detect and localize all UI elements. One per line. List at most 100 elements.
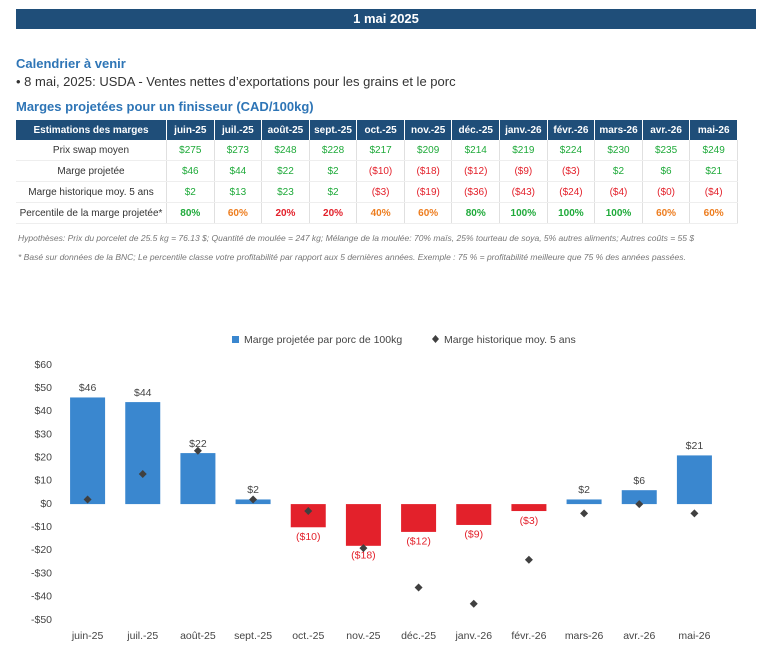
cell: ($43) — [499, 181, 548, 203]
cell: ($24) — [547, 181, 596, 203]
cell: ($9) — [499, 160, 548, 182]
point — [83, 495, 92, 504]
cell: ($4) — [594, 181, 643, 203]
bar — [180, 453, 216, 505]
cell: $219 — [499, 140, 548, 161]
cell: ($12) — [451, 160, 501, 182]
cell: $248 — [261, 140, 310, 161]
column-header: févr.-26 — [547, 120, 596, 140]
x-tick-label: mai-26 — [678, 630, 710, 642]
data-label: ($3) — [520, 515, 539, 527]
legend-label: Marge projetée par porc de 100kg — [244, 334, 402, 346]
chart: -$50 -$40 -$30 -$20 -$10 $0 $10 $20 $30 $40 $50 $60… — [31, 334, 712, 642]
data-label: ($9) — [464, 529, 483, 541]
bar — [511, 504, 547, 512]
legend-swatch — [232, 336, 239, 343]
cell: $22 — [261, 160, 310, 182]
data-label: $6 — [633, 475, 645, 487]
cell: $209 — [404, 140, 453, 161]
point — [580, 509, 589, 518]
cell: 60% — [689, 202, 738, 224]
x-tick-label: juin-25 — [71, 630, 104, 642]
table-row: Percentile de la marge projetée* 80% 60% 20… — [16, 202, 738, 224]
data-label: $44 — [134, 387, 152, 399]
column-header: août-25 — [261, 120, 310, 140]
cell: $44 — [214, 160, 263, 182]
y-tick-label: $40 — [34, 405, 52, 417]
cell: ($19) — [404, 181, 453, 203]
bar — [401, 504, 437, 532]
note: Hypothèses: Prix du porcelet de 25.5 kg … — [18, 233, 695, 243]
bar — [70, 397, 106, 505]
x-tick-label: févr.-26 — [511, 630, 546, 642]
column-header: avr.-26 — [642, 120, 691, 140]
y-tick-label: -$10 — [31, 521, 52, 533]
bar — [125, 402, 161, 505]
x-tick-label: sept.-25 — [234, 630, 272, 642]
cell: 40% — [356, 202, 405, 224]
cell: $217 — [356, 140, 405, 161]
cell: 60% — [642, 202, 691, 224]
cell: 60% — [214, 202, 263, 224]
bar — [290, 504, 326, 528]
table-row: Marge projetée $46 $44 $22 $2 ($10) ($18) ($12)… — [16, 160, 738, 182]
x-tick-label: janv.-26 — [454, 630, 492, 642]
cell: 80% — [166, 202, 215, 224]
row-label: Percentile de la marge projetée* — [16, 202, 167, 224]
column-header: janv.-26 — [499, 120, 548, 140]
column-header: sept.-25 — [309, 120, 358, 140]
column-header: juin-25 — [166, 120, 215, 140]
x-tick-label: mars-26 — [565, 630, 604, 642]
point — [138, 469, 147, 478]
cell: ($36) — [451, 181, 501, 203]
x-tick-label: déc.-25 — [401, 630, 436, 642]
x-tick-label: juil.-25 — [126, 630, 158, 642]
point — [304, 507, 313, 516]
header-date: 1 mai 2025 — [16, 9, 756, 29]
bar — [676, 455, 712, 505]
y-tick-label: -$50 — [31, 614, 52, 626]
y-tick-label: $0 — [40, 498, 52, 510]
cell: 100% — [547, 202, 596, 224]
cell: $6 — [642, 160, 691, 182]
column-header: nov.-25 — [404, 120, 453, 140]
header-row: Estimations des marges juin-25 juil.-25 aoû… — [16, 120, 738, 140]
cell: ($10) — [356, 160, 405, 182]
column-header: déc.-25 — [451, 120, 501, 140]
column-header: Estimations des marges — [16, 120, 167, 140]
point — [690, 509, 699, 518]
x-tick-label: nov.-25 — [346, 630, 380, 642]
point — [249, 495, 258, 504]
cell: ($4) — [689, 181, 738, 203]
x-tick-label: oct.-25 — [292, 630, 324, 642]
row-label: Prix swap moyen — [16, 140, 167, 161]
cell: $224 — [547, 140, 596, 161]
cell: 80% — [451, 202, 501, 224]
cell: $2 — [594, 160, 643, 182]
column-header: mai-26 — [689, 120, 738, 140]
data-label: $2 — [578, 484, 590, 496]
y-tick-label: -$20 — [31, 544, 52, 556]
cell: $2 — [309, 160, 358, 182]
data-label: $21 — [686, 440, 704, 452]
cell: 60% — [404, 202, 453, 224]
data-label: $22 — [189, 438, 207, 450]
legend-swatch — [432, 335, 439, 343]
cell: $249 — [689, 140, 738, 161]
x-tick-label: août-25 — [180, 630, 216, 642]
cell: 20% — [309, 202, 358, 224]
margin-table: Estimations des marges juin-25 juil.-25 aoû… — [16, 120, 738, 224]
cell: $2 — [309, 181, 358, 203]
point — [414, 583, 423, 592]
legend-label: Marge historique moy. 5 ans — [444, 334, 576, 346]
column-header: oct.-25 — [356, 120, 405, 140]
y-tick-label: $60 — [34, 359, 52, 371]
cell: $275 — [166, 140, 215, 161]
data-label: $2 — [247, 484, 259, 496]
cell: 100% — [594, 202, 643, 224]
cell: $228 — [309, 140, 358, 161]
y-tick-label: -$30 — [31, 567, 52, 579]
cell: $230 — [594, 140, 643, 161]
data-label: $46 — [79, 382, 97, 394]
